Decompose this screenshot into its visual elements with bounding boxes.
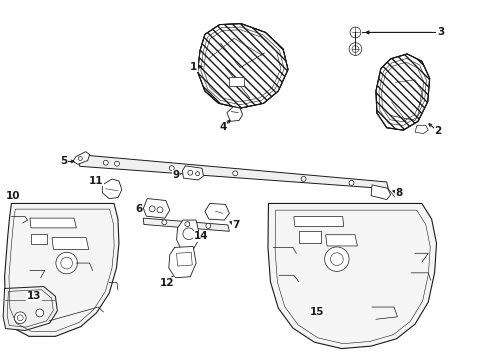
Polygon shape — [376, 54, 430, 130]
Circle shape — [56, 252, 77, 274]
Circle shape — [183, 228, 195, 240]
Text: 9: 9 — [172, 170, 179, 180]
Circle shape — [61, 257, 73, 269]
Circle shape — [14, 312, 26, 324]
Polygon shape — [371, 185, 391, 199]
Text: 4: 4 — [220, 122, 227, 132]
Polygon shape — [4, 203, 119, 336]
Polygon shape — [30, 218, 76, 228]
Text: 14: 14 — [194, 231, 208, 241]
Text: 11: 11 — [89, 176, 103, 186]
Text: 13: 13 — [26, 291, 41, 301]
Text: 2: 2 — [434, 126, 441, 136]
Text: 6: 6 — [135, 204, 143, 214]
Polygon shape — [326, 235, 357, 246]
Polygon shape — [227, 107, 243, 121]
Polygon shape — [31, 234, 47, 244]
Text: 10: 10 — [6, 191, 20, 201]
Polygon shape — [197, 24, 288, 108]
Circle shape — [350, 27, 361, 38]
Polygon shape — [102, 179, 122, 199]
Circle shape — [349, 180, 354, 185]
Circle shape — [196, 172, 199, 176]
Circle shape — [149, 206, 155, 212]
Circle shape — [115, 161, 120, 166]
Text: 3: 3 — [437, 27, 444, 37]
Circle shape — [188, 170, 193, 175]
Circle shape — [352, 46, 359, 53]
Polygon shape — [268, 203, 437, 348]
Text: 3: 3 — [437, 27, 444, 37]
Polygon shape — [205, 203, 229, 220]
Circle shape — [206, 223, 211, 228]
Polygon shape — [415, 125, 428, 134]
Circle shape — [169, 166, 174, 171]
Polygon shape — [176, 220, 200, 250]
Polygon shape — [52, 238, 89, 249]
Polygon shape — [3, 287, 57, 330]
Circle shape — [233, 171, 238, 176]
Polygon shape — [294, 217, 343, 226]
Text: 15: 15 — [310, 307, 324, 317]
Circle shape — [103, 160, 108, 165]
Text: 1: 1 — [190, 62, 197, 72]
Text: 12: 12 — [160, 278, 174, 288]
Polygon shape — [299, 231, 321, 243]
Circle shape — [349, 43, 362, 55]
Polygon shape — [229, 77, 244, 86]
Polygon shape — [197, 24, 288, 108]
Circle shape — [157, 207, 163, 213]
Polygon shape — [169, 247, 196, 278]
Text: 8: 8 — [395, 188, 403, 198]
Polygon shape — [78, 154, 388, 189]
Circle shape — [36, 309, 44, 317]
Circle shape — [325, 247, 349, 271]
Circle shape — [301, 176, 306, 181]
Polygon shape — [182, 166, 203, 180]
Polygon shape — [73, 152, 90, 165]
Polygon shape — [144, 199, 170, 218]
Polygon shape — [144, 218, 229, 231]
Circle shape — [162, 220, 167, 225]
Text: 5: 5 — [61, 157, 68, 166]
Circle shape — [185, 222, 190, 226]
Polygon shape — [176, 252, 192, 266]
Circle shape — [331, 253, 343, 266]
Circle shape — [78, 157, 82, 161]
Text: 7: 7 — [233, 220, 240, 230]
Circle shape — [17, 315, 23, 321]
